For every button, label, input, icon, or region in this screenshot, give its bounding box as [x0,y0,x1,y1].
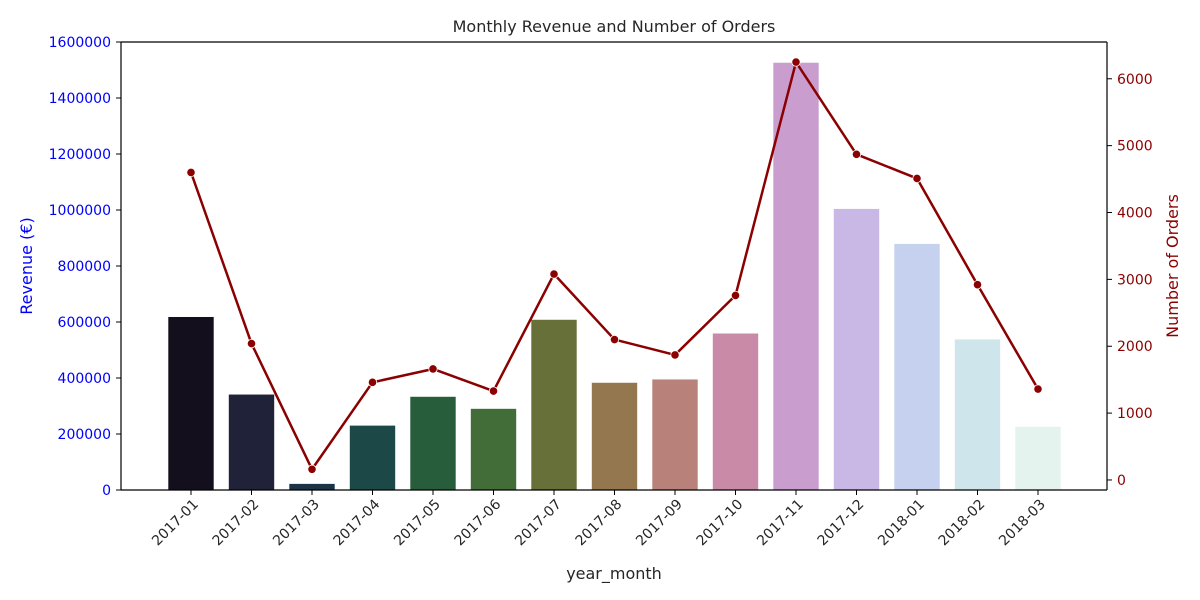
revenue-bar [349,425,396,491]
orders-point [730,290,741,301]
x-tick-label: 2017-08 [573,497,626,550]
y2-tick-label: 0 [1117,473,1126,489]
y-tick-label: 600000 [58,315,111,331]
revenue-bar [409,396,457,491]
y-tick-label: 1400000 [49,91,111,107]
x-tick-label: 2017-07 [512,497,565,550]
orders-point [428,364,438,374]
revenue-bar [1014,426,1062,491]
orders-point [670,350,680,360]
orders-point [186,167,196,177]
x-tick-label: 2017-04 [331,496,384,549]
orders-point [367,377,378,387]
y2-tick-label: 2000 [1117,339,1153,355]
x-tick-label: 2018-03 [996,497,1049,550]
x-tick-label: 2017-10 [694,497,747,550]
revenue-bar [228,393,275,491]
orders-point [488,386,499,396]
revenue-bar [772,62,820,491]
orders-point [972,280,983,290]
y-tick-label: 0 [102,483,111,499]
revenue-bar [470,408,517,491]
y-tick-label: 1000000 [49,203,111,219]
y-axis-label-orders: Number of Orders [1163,194,1182,338]
y2-tick-label: 5000 [1117,139,1153,155]
x-tick-label: 2017-03 [270,497,323,550]
x-tick-label: 2017-11 [754,497,807,550]
revenue-bar [833,208,880,491]
y-tick-label: 400000 [58,371,111,387]
orders-point [549,269,559,279]
y-tick-label: 1600000 [49,35,111,51]
y2-tick-label: 3000 [1117,272,1153,288]
x-tick-label: 2017-06 [452,496,505,549]
x-tick-label: 2017-02 [210,497,263,550]
revenue-bar [712,332,759,491]
orders-point [1033,384,1043,394]
x-tick-label: 2018-01 [875,497,928,550]
revenue-bar [167,316,215,491]
x-tick-label: 2017-12 [815,497,868,550]
orders-point [246,338,257,349]
revenue-bar [591,382,638,491]
revenue-bar [893,243,941,491]
y-tick-label: 200000 [58,427,111,443]
x-tick-label: 2017-09 [633,497,686,550]
x-axis-label: year_month [566,564,662,584]
orders-point [912,173,922,184]
revenue-bar [954,338,1001,491]
y2-tick-label: 4000 [1117,206,1153,222]
chart-title: Monthly Revenue and Number of Orders [453,17,776,36]
revenue-bar [288,483,336,491]
y2-tick-label: 1000 [1117,406,1153,422]
orders-point [851,149,862,159]
y-tick-label: 800000 [58,259,111,275]
orders-line-layer [186,57,1043,474]
orders-point [307,464,317,474]
x-tick-label: 2018-02 [936,497,989,550]
bars-layer [167,62,1062,491]
revenue-bar [651,378,699,491]
x-tick-label: 2017-01 [149,497,202,550]
y-axis-label-revenue: Revenue (€) [17,217,36,314]
y-tick-label: 1200000 [49,147,111,163]
y2-tick-label: 6000 [1117,72,1153,88]
orders-point [791,57,801,67]
revenue-bar [530,319,578,491]
x-tick-label: 2017-05 [391,497,444,550]
orders-point [609,334,620,345]
